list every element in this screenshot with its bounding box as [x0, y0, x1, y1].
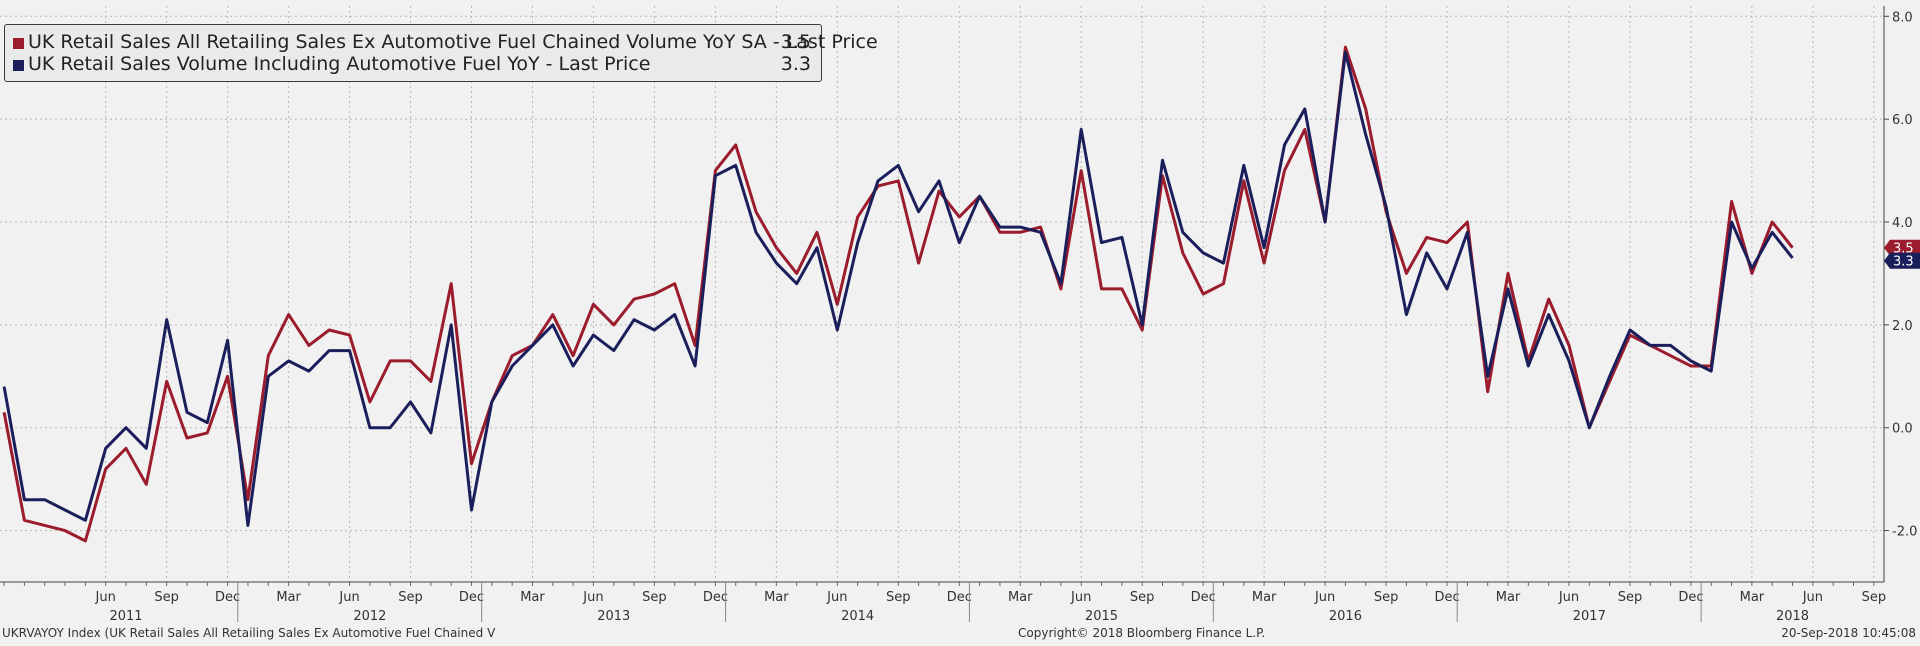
x-month-label: Jun: [95, 590, 116, 605]
x-month-label: Jun: [1070, 590, 1091, 605]
x-month-label: Dec: [215, 590, 240, 605]
legend-label-series2: UK Retail Sales Volume Including Automot…: [28, 53, 651, 75]
y-tick-label: -2.0: [1892, 525, 1917, 540]
x-month-label: Jun: [1802, 590, 1823, 605]
x-month-label: Dec: [947, 590, 972, 605]
last-value-tag-text: 3.3: [1893, 255, 1914, 270]
x-month-label: Mar: [764, 590, 789, 605]
x-month-label: Jun: [1314, 590, 1335, 605]
x-month-label: Jun: [582, 590, 603, 605]
x-month-label: Mar: [276, 590, 301, 605]
x-month-label: Sep: [1618, 590, 1643, 605]
x-month-label: Mar: [1496, 590, 1521, 605]
x-year-label: 2015: [1085, 609, 1118, 624]
footer-ticker: UKRVAYOY Index (UK Retail Sales All Reta…: [2, 626, 496, 640]
legend: UK Retail Sales All Retailing Sales Ex A…: [4, 24, 878, 82]
x-month-label: Sep: [886, 590, 911, 605]
x-year-label: 2014: [841, 609, 874, 624]
y-tick-label: 2.0: [1892, 319, 1913, 334]
y-tick-label: 4.0: [1892, 216, 1913, 231]
x-year-label: 2016: [1329, 609, 1362, 624]
y-tick-label: 8.0: [1892, 10, 1913, 25]
x-month-label: Dec: [459, 590, 484, 605]
x-month-label: Sep: [1862, 590, 1887, 605]
x-month-label: Jun: [338, 590, 359, 605]
y-tick-label: 0.0: [1892, 422, 1913, 437]
last-value-tag-2: 3.3: [1884, 252, 1920, 270]
x-month-label: Dec: [1434, 590, 1459, 605]
legend-swatch-series2: [13, 60, 24, 71]
legend-value-series1: 3.5: [780, 31, 811, 53]
footer-timestamp: 20-Sep-2018 10:45:08: [1781, 626, 1916, 640]
x-year-label: 2011: [109, 609, 142, 624]
x-month-label: Dec: [1191, 590, 1216, 605]
x-month-label: Dec: [1678, 590, 1703, 605]
legend-value-series2: 3.3: [780, 53, 811, 75]
legend-swatch-series1: [13, 38, 24, 49]
x-year-label: 2018: [1776, 609, 1809, 624]
x-year-label: 2013: [597, 609, 630, 624]
x-month-label: Sep: [642, 590, 667, 605]
last-value-tag-bg: [1884, 239, 1920, 256]
x-month-label: Mar: [520, 590, 545, 605]
series-line-2: [2, 50, 1794, 527]
x-month-label: Sep: [398, 590, 423, 605]
legend-label-series1: UK Retail Sales All Retailing Sales Ex A…: [28, 31, 878, 53]
x-month-label: Mar: [1252, 590, 1277, 605]
x-month-label: Sep: [154, 590, 179, 605]
x-month-label: Jun: [1558, 590, 1579, 605]
x-month-label: Sep: [1130, 590, 1155, 605]
x-year-label: 2017: [1573, 609, 1606, 624]
x-month-label: Jun: [826, 590, 847, 605]
x-month-label: Sep: [1374, 590, 1399, 605]
plot-background: [0, 6, 1884, 582]
last-value-tag-bg: [1884, 252, 1920, 269]
y-tick-label: 6.0: [1892, 113, 1913, 128]
x-month-label: Mar: [1740, 590, 1765, 605]
x-year-label: 2012: [353, 609, 386, 624]
legend-item-series2: UK Retail Sales Volume Including Automot…: [13, 53, 811, 75]
x-month-label: Mar: [1008, 590, 1033, 605]
footer-copyright: Copyright© 2018 Bloomberg Finance L.P.: [1018, 626, 1266, 640]
x-month-label: Dec: [703, 590, 728, 605]
legend-item-series1: UK Retail Sales All Retailing Sales Ex A…: [13, 31, 878, 53]
